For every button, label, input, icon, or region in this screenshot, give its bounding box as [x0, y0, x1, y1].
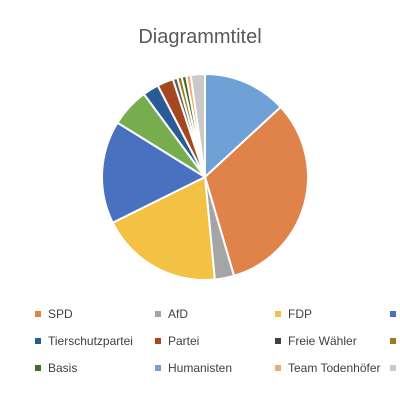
legend-swatch [275, 337, 281, 344]
legend-label: Basis [48, 361, 78, 375]
legend-swatch [35, 310, 41, 317]
legend-swatch [390, 310, 396, 317]
pie-chart [101, 72, 309, 281]
pie-slice-volt [189, 72, 206, 178]
legend-item: Partei [155, 333, 199, 349]
legend-label: Humanisten [168, 361, 233, 375]
pie-slice-spd [203, 105, 309, 278]
legend-swatch [35, 337, 41, 344]
legend-label: Freie Wähler [288, 334, 357, 348]
pie-slice-fdp [111, 175, 216, 281]
legend-swatch [35, 364, 41, 371]
legend-item: SPD [35, 306, 73, 322]
legend-item: Freie Wähler [275, 333, 357, 349]
legend-swatch [155, 310, 161, 317]
legend-item: Tierschutzpartei [35, 333, 133, 349]
chart-title: Diagrammtitel [138, 26, 262, 48]
pie-slice-humanisten [204, 72, 283, 180]
legend-swatch [275, 310, 281, 317]
legend-swatch [155, 337, 161, 344]
legend-item: Basis [35, 360, 77, 376]
legend-swatch [390, 364, 396, 371]
legend-label: FDP [288, 307, 312, 321]
legend-label: AfD [168, 307, 189, 321]
legend-item: Team Todenhöfer [275, 360, 381, 376]
legend-item: G [390, 306, 400, 322]
legend-label: Tierschutzpartei [48, 334, 133, 348]
pie-slice-grüne [101, 121, 208, 225]
legend-swatch [390, 337, 396, 344]
legend-item: V [390, 360, 400, 376]
legend-label: Team Todenhöfer [288, 361, 381, 375]
legend-label: SPD [48, 307, 73, 321]
legend-label: Partei [168, 334, 200, 348]
legend: SPD AfD FDP G Tierschutzpartei Partei Freie Wä… [0, 300, 400, 400]
legend-item: FDP [275, 306, 312, 322]
legend-item: Humanisten [155, 360, 232, 376]
legend-swatch [155, 364, 161, 371]
legend-item: AfD [155, 306, 188, 322]
legend-item: P [390, 333, 400, 349]
legend-swatch [275, 364, 281, 371]
